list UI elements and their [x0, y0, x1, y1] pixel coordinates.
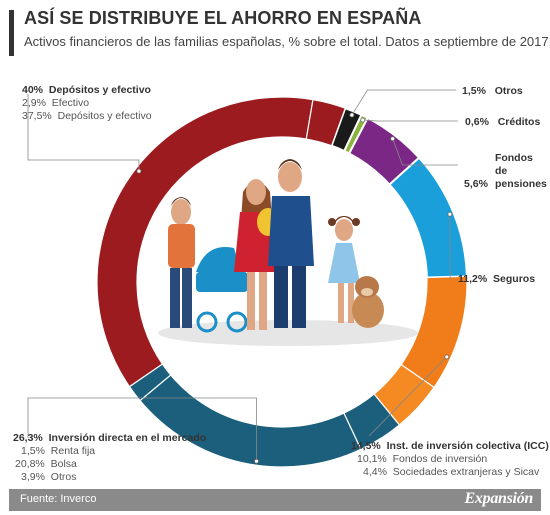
- stroller-figure: [196, 247, 269, 333]
- leader-dot-otros: [349, 112, 355, 118]
- leader-seguros: [449, 214, 452, 279]
- leader-dot-depositos-y-efectivo: [136, 168, 142, 174]
- name-creditos: Créditos: [497, 116, 541, 128]
- chart-subtitle: Activos financieros de las familias espa…: [24, 34, 550, 49]
- value-efectivo: 2,9%: [22, 97, 46, 109]
- name-depositos-sub: Depósitos y efectivo: [57, 110, 152, 122]
- slice-depositos-y-efectivo-efectivo: [305, 98, 347, 147]
- value-seguros: 11,2%: [458, 273, 488, 285]
- value-bolsa: 20,8%: [15, 458, 45, 470]
- leader-depositos-y-efectivo: [27, 94, 140, 172]
- value-renta-fija: 1,5%: [21, 445, 45, 457]
- label-icc: 14,5% Inst. de inversión colectiva (ICC)…: [351, 440, 549, 479]
- leader-inst-de-inversion-colectiva-icc: [368, 356, 448, 437]
- value-sicav: 4,4%: [363, 466, 387, 478]
- leader-dot-seguros: [447, 211, 453, 217]
- source-note: Fuente: Inverco: [20, 493, 97, 505]
- name-inversion-directa: Inversión directa en el mercado: [48, 432, 207, 444]
- brand-logo: Expansión: [464, 490, 534, 507]
- label-creditos: 0,6% Créditos: [465, 116, 540, 129]
- label-inversion-directa: 26,3% Inversión directa en el mercado 1,…: [13, 432, 206, 484]
- leader-inversion-directa-en-el-mercado: [27, 397, 257, 462]
- value-pensiones: 5,6%: [464, 178, 488, 190]
- value-inversion-directa: 26,3%: [13, 432, 43, 444]
- name-renta-fija: Renta fija: [50, 445, 96, 457]
- value-creditos: 0,6%: [465, 116, 489, 128]
- name-icc: Inst. de inversión colectiva (ICC): [386, 440, 549, 452]
- value-icc: 14,5%: [351, 440, 381, 452]
- value-depositos: 40%: [22, 84, 44, 96]
- footer-bar: Fuente: Inverco Expansión: [9, 489, 541, 511]
- man-figure: [268, 159, 314, 328]
- boy-figure: [168, 197, 195, 328]
- name-bolsa: Bolsa: [50, 458, 77, 470]
- leader-fondos-de-pensiones: [392, 138, 458, 166]
- name-sicav: Sociedades extranjeras y Sicav: [392, 466, 540, 478]
- name-otros-directa: Otros: [50, 471, 77, 483]
- name-depositos: Depósitos y efectivo: [48, 84, 151, 96]
- value-depositos-sub: 37,5%: [22, 110, 52, 122]
- center-illustration: [158, 159, 418, 346]
- leader-dot-fondos-de-pensiones: [390, 136, 396, 142]
- leader-creditos: [362, 119, 458, 122]
- label-seguros: 11,2% Seguros: [458, 273, 535, 286]
- label-otros: 1,5% Otros: [462, 85, 523, 98]
- label-pensiones: 5,6% Fondos de pensiones: [464, 152, 547, 191]
- leader-dot-inversion-directa-en-el-mercado: [254, 458, 259, 464]
- leader-lines: [27, 89, 458, 464]
- leader-otros: [351, 89, 456, 116]
- dog-figure: [352, 276, 384, 328]
- value-otros-directa: 3,9%: [21, 471, 45, 483]
- name-pensiones: Fondos de pensiones: [494, 152, 547, 190]
- girl-figure: [328, 216, 360, 323]
- slice-seguros: [388, 156, 468, 279]
- header-accent-bar: [9, 10, 14, 56]
- floor-shadow: [158, 320, 418, 346]
- chart-title: ASÍ SE DISTRIBUYE EL AHORRO EN ESPAÑA: [24, 8, 422, 28]
- name-efectivo: Efectivo: [51, 97, 90, 109]
- name-seguros: Seguros: [493, 273, 536, 285]
- donut-ring: [96, 96, 468, 468]
- slice-depositos-y-efectivo-depositos-y-efectivo: [96, 96, 314, 388]
- value-otros: 1,5%: [462, 85, 486, 97]
- label-depositos: 40% Depósitos y efectivo 2,9% Efectivo 3…: [22, 84, 152, 123]
- name-otros: Otros: [494, 85, 523, 97]
- name-fondos-inversion: Fondos de inversión: [392, 453, 488, 465]
- leader-dot-creditos: [360, 117, 366, 123]
- value-fondos-inversion: 10,1%: [357, 453, 387, 465]
- leader-dot-inst-de-inversion-colectiva-icc: [444, 354, 450, 360]
